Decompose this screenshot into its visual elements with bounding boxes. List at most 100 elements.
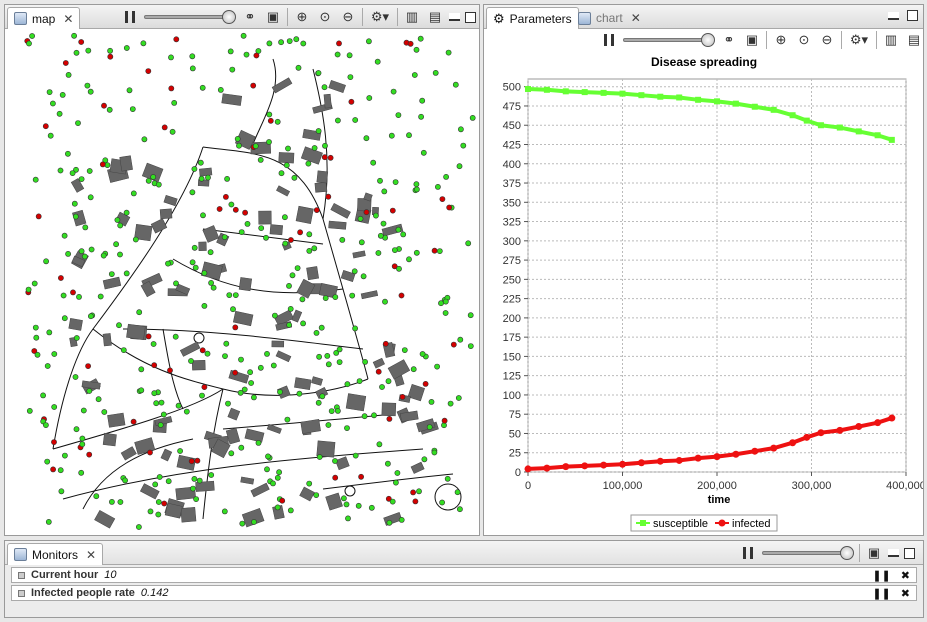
building bbox=[407, 383, 425, 402]
susceptible-person bbox=[88, 313, 94, 320]
minimize-button[interactable] bbox=[888, 549, 899, 557]
data-point-susceptible bbox=[619, 90, 626, 97]
building bbox=[198, 241, 207, 252]
building bbox=[372, 357, 385, 369]
speed-slider[interactable] bbox=[623, 33, 715, 47]
speed-slider[interactable] bbox=[762, 546, 854, 560]
close-icon[interactable]: ✖ bbox=[900, 569, 910, 582]
infected-person bbox=[439, 196, 446, 202]
susceptible-person bbox=[237, 389, 244, 396]
pause-icon[interactable]: ❚❚ bbox=[872, 569, 891, 582]
minimize-button[interactable] bbox=[449, 13, 460, 21]
layout-side-icon[interactable]: ▥ bbox=[884, 32, 898, 47]
close-icon[interactable]: ✕ bbox=[63, 11, 74, 26]
add-monitor-icon[interactable]: ▣ bbox=[867, 545, 881, 560]
susceptible-person bbox=[75, 120, 81, 126]
pause-icon[interactable]: ❚❚ bbox=[872, 587, 891, 600]
susceptible-person bbox=[428, 398, 435, 405]
zoom-in-icon[interactable]: ⊕ bbox=[296, 9, 308, 24]
maximize-button[interactable] bbox=[465, 11, 476, 23]
sync-icon[interactable]: ⚭ bbox=[723, 32, 735, 47]
slider-knob[interactable] bbox=[840, 546, 854, 560]
zoom-fit-icon[interactable]: ⊙ bbox=[319, 9, 331, 24]
y-tick-label: 175 bbox=[503, 332, 521, 344]
susceptible-person bbox=[86, 168, 93, 174]
susceptible-person bbox=[225, 400, 231, 407]
susceptible-person bbox=[382, 298, 388, 305]
sync-icon[interactable]: ⚭ bbox=[244, 9, 256, 24]
susceptible-person bbox=[65, 72, 72, 78]
susceptible-person bbox=[156, 474, 163, 480]
pause-button[interactable] bbox=[739, 544, 757, 562]
zoom-out-icon[interactable]: ⊖ bbox=[342, 9, 354, 24]
layout-side-icon[interactable]: ▥ bbox=[405, 9, 419, 24]
layout-bottom-icon[interactable]: ▤ bbox=[907, 32, 921, 47]
susceptible-person bbox=[42, 422, 49, 428]
speed-slider[interactable] bbox=[144, 10, 236, 24]
tab-parameters-label: Parameters bbox=[509, 11, 572, 26]
slider-knob[interactable] bbox=[701, 33, 715, 47]
y-tick-label: 275 bbox=[503, 255, 521, 267]
data-point-infected bbox=[732, 450, 740, 458]
tab-chart[interactable]: chart ✕ bbox=[572, 7, 647, 29]
minimize-button[interactable] bbox=[888, 11, 899, 20]
pause-button[interactable] bbox=[600, 31, 618, 49]
susceptible-person bbox=[207, 249, 214, 256]
snapshot-icon[interactable]: ▣ bbox=[266, 9, 280, 24]
infected-person bbox=[391, 263, 398, 270]
infected-person bbox=[232, 369, 238, 376]
options-icon[interactable]: ⚙▾ bbox=[849, 32, 869, 47]
close-icon[interactable]: ✖ bbox=[900, 587, 910, 600]
susceptible-person bbox=[300, 40, 307, 47]
susceptible-person bbox=[277, 389, 283, 395]
susceptible-person bbox=[33, 334, 40, 341]
susceptible-person bbox=[32, 324, 39, 331]
zoom-out-icon[interactable]: ⊖ bbox=[821, 32, 833, 47]
susceptible-person bbox=[116, 322, 122, 329]
options-icon[interactable]: ⚙▾ bbox=[370, 9, 390, 24]
close-icon[interactable]: ✕ bbox=[86, 547, 97, 562]
zoom-in-icon[interactable]: ⊕ bbox=[775, 32, 787, 47]
susceptible-person bbox=[289, 272, 296, 279]
maximize-button[interactable] bbox=[904, 547, 915, 559]
susceptible-person bbox=[400, 231, 407, 238]
close-icon[interactable]: ✕ bbox=[630, 11, 641, 25]
susceptible-person bbox=[357, 215, 364, 222]
infected-person bbox=[107, 53, 114, 60]
infected-person bbox=[297, 229, 303, 236]
susceptible-person bbox=[270, 362, 277, 369]
snapshot-icon[interactable]: ▣ bbox=[745, 32, 759, 47]
maximize-button[interactable] bbox=[907, 10, 918, 21]
susceptible-person bbox=[255, 439, 262, 446]
legend-label-susceptible: susceptible bbox=[653, 518, 708, 530]
susceptible-person bbox=[189, 65, 196, 72]
infected-person bbox=[313, 207, 320, 213]
zoom-fit-icon[interactable]: ⊙ bbox=[798, 32, 810, 47]
susceptible-person bbox=[278, 39, 284, 46]
infected-person bbox=[250, 82, 257, 89]
data-point-infected bbox=[600, 461, 608, 469]
x-tick-label: 0 bbox=[525, 480, 531, 492]
map-canvas[interactable] bbox=[23, 29, 479, 535]
building bbox=[126, 323, 146, 341]
tab-parameters[interactable]: ⚙ Parameters bbox=[486, 7, 579, 29]
susceptible-person bbox=[107, 47, 113, 54]
susceptible-person bbox=[117, 222, 124, 229]
susceptible-person bbox=[238, 229, 245, 235]
map-icon bbox=[14, 12, 27, 25]
road bbox=[312, 68, 328, 220]
infected-person bbox=[287, 237, 294, 243]
data-point-infected bbox=[637, 459, 645, 467]
layout-bottom-icon[interactable]: ▤ bbox=[428, 9, 442, 24]
susceptible-person bbox=[244, 220, 251, 227]
susceptible-person bbox=[287, 305, 294, 312]
susceptible-person bbox=[130, 190, 137, 197]
susceptible-person bbox=[31, 280, 38, 287]
tab-monitors[interactable]: Monitors ✕ bbox=[7, 543, 104, 565]
susceptible-person bbox=[123, 209, 130, 216]
susceptible-person bbox=[394, 470, 401, 476]
tab-map[interactable]: map ✕ bbox=[7, 7, 81, 29]
susceptible-person bbox=[336, 359, 343, 365]
pause-button[interactable] bbox=[121, 8, 139, 26]
slider-knob[interactable] bbox=[222, 10, 236, 24]
